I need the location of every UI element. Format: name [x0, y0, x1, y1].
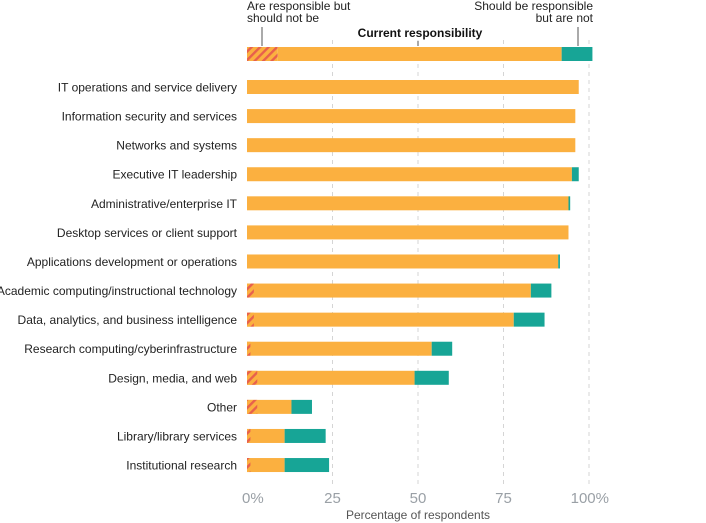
category-label: Library/library services: [117, 429, 237, 443]
legend-right-note-line: Should be responsible: [474, 0, 593, 13]
bar-current: [247, 80, 579, 94]
bar-current: [247, 341, 432, 356]
bar-hatched: [247, 341, 251, 356]
bar-gap: [431, 341, 453, 356]
bar-hatched: [247, 458, 251, 473]
bar-current: [247, 370, 415, 385]
category-label: Institutional research: [126, 459, 237, 473]
category-label: Networks and systems: [116, 139, 237, 153]
bar-current: [247, 196, 569, 211]
bar-current: [247, 167, 572, 182]
bar-gap: [513, 312, 545, 327]
legend-left-note-line: Are responsible but: [247, 0, 351, 13]
category-label: Data, analytics, and business intelligen…: [18, 313, 238, 327]
legend-hatched-bar: [247, 47, 278, 61]
bar-current: [247, 225, 569, 240]
bar-gap: [291, 399, 312, 414]
bar-current: [247, 428, 285, 443]
category-label: IT operations and service delivery: [58, 81, 237, 95]
x-axis-ticks: 0% 25 50 75 100%: [242, 490, 609, 507]
x-tick-label-75: 75: [495, 490, 512, 507]
bar-hatched: [247, 370, 258, 385]
category-label: Administrative/enterprise IT: [91, 197, 238, 211]
bar-current: [247, 399, 292, 414]
bar-current: [247, 254, 559, 269]
bar-gap: [568, 196, 571, 211]
x-tick-label-0: 0%: [242, 490, 264, 507]
bar-current: [247, 109, 576, 124]
bar-gap: [558, 254, 560, 269]
category-label: Information security and services: [62, 110, 237, 124]
x-tick-label-100: 100%: [571, 490, 609, 507]
bar-gap: [571, 167, 579, 182]
category-labels: IT operations and service delivery Inform…: [0, 81, 238, 473]
bar-gap: [284, 458, 330, 473]
bar-hatched: [247, 399, 258, 414]
legend-right-note-line: but are not: [536, 11, 594, 25]
category-label: Research computing/cyberinfrastructure: [24, 342, 237, 356]
bar-current: [247, 138, 576, 153]
bar-gap: [530, 283, 552, 298]
bar-current: [247, 312, 514, 327]
category-label: Design, media, and web: [108, 371, 237, 385]
category-label: Executive IT leadership: [112, 168, 237, 182]
bar-current: [247, 283, 531, 298]
legend-current-bar: [277, 47, 562, 61]
bars: [247, 80, 579, 473]
category-label: Desktop services or client support: [57, 226, 238, 240]
category-label: Applications development or operations: [27, 255, 237, 269]
legend-gap-bar: [561, 47, 593, 61]
legend-title: Current responsibility: [358, 26, 483, 40]
legend-left-note-line: should not be: [247, 11, 319, 25]
bar-current: [247, 458, 285, 473]
x-axis-title: Percentage of respondents: [346, 508, 490, 522]
bar-hatched: [247, 312, 254, 327]
x-tick-label-50: 50: [410, 490, 427, 507]
bar-gap: [284, 428, 326, 443]
category-label: Other: [207, 400, 237, 414]
bar-hatched: [247, 283, 254, 298]
bar-gap: [414, 370, 449, 385]
x-tick-label-25: 25: [324, 490, 341, 507]
category-label: Academic computing/instructional technol…: [0, 284, 237, 298]
bar-hatched: [247, 428, 251, 443]
